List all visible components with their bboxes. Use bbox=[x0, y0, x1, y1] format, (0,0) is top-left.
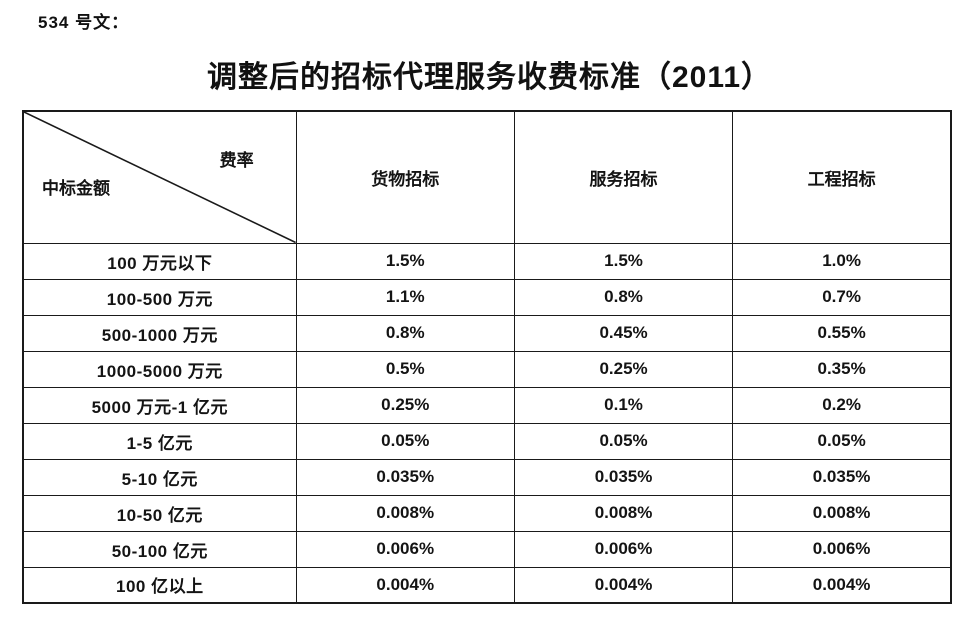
table-row: 10-50 亿元 0.008% 0.008% 0.008% bbox=[22, 494, 952, 532]
fee-cell: 0.35% bbox=[732, 350, 952, 388]
fee-cell: 1.5% bbox=[295, 242, 515, 280]
table-row: 1000-5000 万元 0.5% 0.25% 0.35% bbox=[22, 350, 952, 388]
fee-cell: 0.008% bbox=[513, 494, 734, 532]
table-row: 1-5 亿元 0.05% 0.05% 0.05% bbox=[22, 422, 952, 460]
corner-label-amount: 中标金额 bbox=[42, 178, 110, 198]
fee-cell: 0.7% bbox=[732, 278, 952, 316]
fee-cell: 0.05% bbox=[513, 422, 734, 460]
row-label: 500-1000 万元 bbox=[22, 314, 297, 352]
fee-cell: 0.004% bbox=[732, 566, 952, 604]
column-header-engineering: 工程招标 bbox=[732, 110, 952, 244]
fee-cell: 0.5% bbox=[295, 350, 515, 388]
row-label: 100 亿以上 bbox=[22, 566, 297, 604]
fee-cell: 0.035% bbox=[732, 458, 952, 496]
table-body: 100 万元以下 1.5% 1.5% 1.0% 100-500 万元 1.1% … bbox=[22, 242, 952, 604]
table-row: 100-500 万元 1.1% 0.8% 0.7% bbox=[22, 278, 952, 316]
fee-cell: 0.25% bbox=[295, 386, 515, 424]
table-row: 100 万元以下 1.5% 1.5% 1.0% bbox=[22, 242, 952, 280]
fee-cell: 0.1% bbox=[513, 386, 734, 424]
fee-cell: 0.2% bbox=[732, 386, 952, 424]
fee-cell: 0.008% bbox=[295, 494, 515, 532]
fee-cell: 0.004% bbox=[295, 566, 515, 604]
column-header-services: 服务招标 bbox=[513, 110, 734, 244]
fee-cell: 0.8% bbox=[513, 278, 734, 316]
column-header-goods: 货物招标 bbox=[295, 110, 515, 244]
row-label: 50-100 亿元 bbox=[22, 530, 297, 568]
fee-cell: 0.006% bbox=[513, 530, 734, 568]
fee-cell: 1.1% bbox=[295, 278, 515, 316]
fee-cell: 0.035% bbox=[295, 458, 515, 496]
table-row: 100 亿以上 0.004% 0.004% 0.004% bbox=[22, 566, 952, 604]
corner-label-rate: 费率 bbox=[219, 151, 254, 170]
fee-cell: 1.5% bbox=[513, 242, 734, 280]
fee-cell: 0.008% bbox=[732, 494, 952, 532]
doc-number-label: 534 号文： bbox=[38, 13, 130, 32]
fee-cell: 0.45% bbox=[513, 314, 734, 352]
fee-cell: 1.0% bbox=[732, 242, 952, 280]
row-label: 10-50 亿元 bbox=[22, 494, 297, 532]
fee-cell: 0.55% bbox=[732, 314, 952, 352]
table-row: 500-1000 万元 0.8% 0.45% 0.55% bbox=[22, 314, 952, 352]
table-header: 费率 中标金额 货物招标 服务招标 工程招标 bbox=[22, 110, 952, 244]
fee-cell: 0.035% bbox=[513, 458, 734, 496]
row-label: 1-5 亿元 bbox=[22, 422, 297, 460]
row-label: 5000 万元-1 亿元 bbox=[22, 386, 297, 424]
fee-cell: 0.8% bbox=[295, 314, 515, 352]
fee-standard-table: 费率 中标金额 货物招标 服务招标 工程招标 100 万元以下 1.5% 1.5… bbox=[22, 110, 952, 604]
diagonal-divider-line bbox=[24, 112, 296, 243]
fee-cell: 0.05% bbox=[732, 422, 952, 460]
row-label: 5-10 亿元 bbox=[22, 458, 297, 496]
header-row: 费率 中标金额 货物招标 服务招标 工程招标 bbox=[22, 110, 952, 244]
fee-cell: 0.006% bbox=[732, 530, 952, 568]
row-label: 100 万元以下 bbox=[22, 242, 297, 280]
fee-cell: 0.006% bbox=[295, 530, 515, 568]
row-label: 1000-5000 万元 bbox=[22, 350, 297, 388]
fee-cell: 0.25% bbox=[513, 350, 734, 388]
fee-cell: 0.05% bbox=[295, 422, 515, 460]
table-row: 5-10 亿元 0.035% 0.035% 0.035% bbox=[22, 458, 952, 496]
table-row: 50-100 亿元 0.006% 0.006% 0.006% bbox=[22, 530, 952, 568]
row-label: 100-500 万元 bbox=[22, 278, 297, 316]
page-title: 调整后的招标代理服务收费标准（2011） bbox=[206, 61, 773, 94]
corner-header-cell: 费率 中标金额 bbox=[22, 110, 297, 244]
table-row: 5000 万元-1 亿元 0.25% 0.1% 0.2% bbox=[22, 386, 952, 424]
fee-cell: 0.004% bbox=[513, 566, 734, 604]
